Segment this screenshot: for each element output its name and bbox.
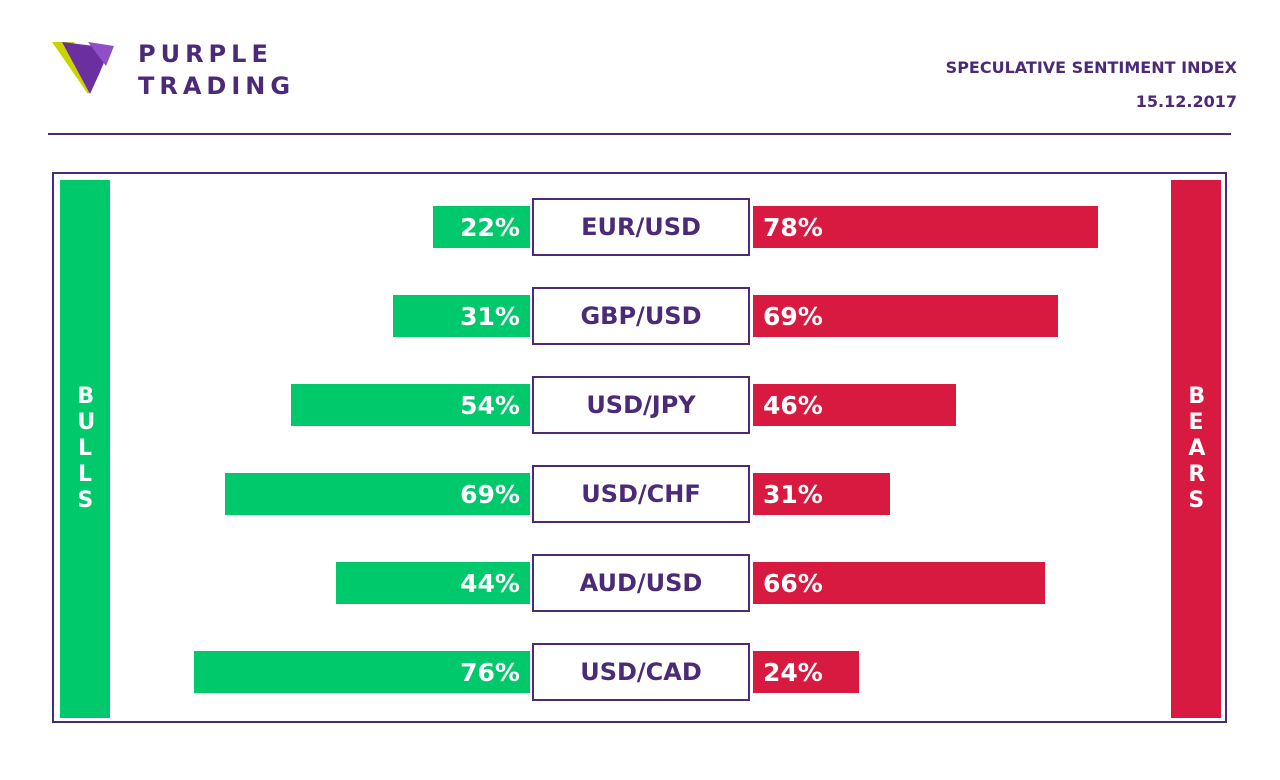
- category-label-eur-usd: EUR/USD: [532, 198, 750, 256]
- bull-value-label: 69%: [460, 479, 520, 509]
- bear-value-label: 46%: [763, 390, 823, 420]
- bear-bar-usd-cad: 24%: [753, 651, 860, 693]
- report-date: 15.12.2017: [1135, 92, 1237, 111]
- bears-legend-label: BEARS: [1188, 384, 1206, 513]
- bear-value-label: 78%: [763, 212, 823, 242]
- brand-name-line-1: PURPLE: [138, 40, 273, 68]
- bull-bar-usd-chf: 69%: [225, 473, 530, 515]
- category-label-aud-usd: AUD/USD: [532, 554, 750, 612]
- bear-bar-usd-chf: 31%: [753, 473, 891, 515]
- bear-bar-eur-usd: 78%: [753, 206, 1098, 248]
- bear-bar-usd-jpy: 46%: [753, 384, 957, 426]
- bear-bar-gbp-usd: 69%: [753, 295, 1058, 337]
- bear-value-label: 66%: [763, 568, 823, 598]
- bull-value-label: 76%: [460, 657, 520, 687]
- category-label-usd-chf: USD/CHF: [532, 465, 750, 523]
- bear-bar-aud-usd: 66%: [753, 562, 1045, 604]
- brand-name-line-2: TRADING: [138, 72, 296, 100]
- bears-legend-bar: BEARS: [1171, 180, 1221, 718]
- chart-frame: [52, 172, 1227, 723]
- bull-value-label: 31%: [460, 301, 520, 331]
- bulls-legend-bar: BULLS: [60, 180, 110, 718]
- bear-value-label: 69%: [763, 301, 823, 331]
- bull-bar-aud-usd: 44%: [335, 562, 530, 604]
- purple-trading-logo-icon: [52, 42, 114, 94]
- category-label-usd-cad: USD/CAD: [532, 643, 750, 701]
- bull-value-label: 22%: [460, 212, 520, 242]
- bull-bar-usd-jpy: 54%: [291, 384, 530, 426]
- bull-bar-usd-cad: 76%: [194, 651, 530, 693]
- bulls-legend-label: BULLS: [77, 384, 96, 513]
- category-label-gbp-usd: GBP/USD: [532, 287, 750, 345]
- bear-value-label: 31%: [763, 479, 823, 509]
- bull-value-label: 54%: [460, 390, 520, 420]
- bull-bar-eur-usd: 22%: [432, 206, 530, 248]
- bear-value-label: 24%: [763, 657, 823, 687]
- page-title: SPECULATIVE SENTIMENT INDEX: [945, 58, 1237, 77]
- bull-value-label: 44%: [460, 568, 520, 598]
- bull-bar-gbp-usd: 31%: [392, 295, 530, 337]
- category-label-usd-jpy: USD/JPY: [532, 376, 750, 434]
- header-divider: [48, 133, 1231, 135]
